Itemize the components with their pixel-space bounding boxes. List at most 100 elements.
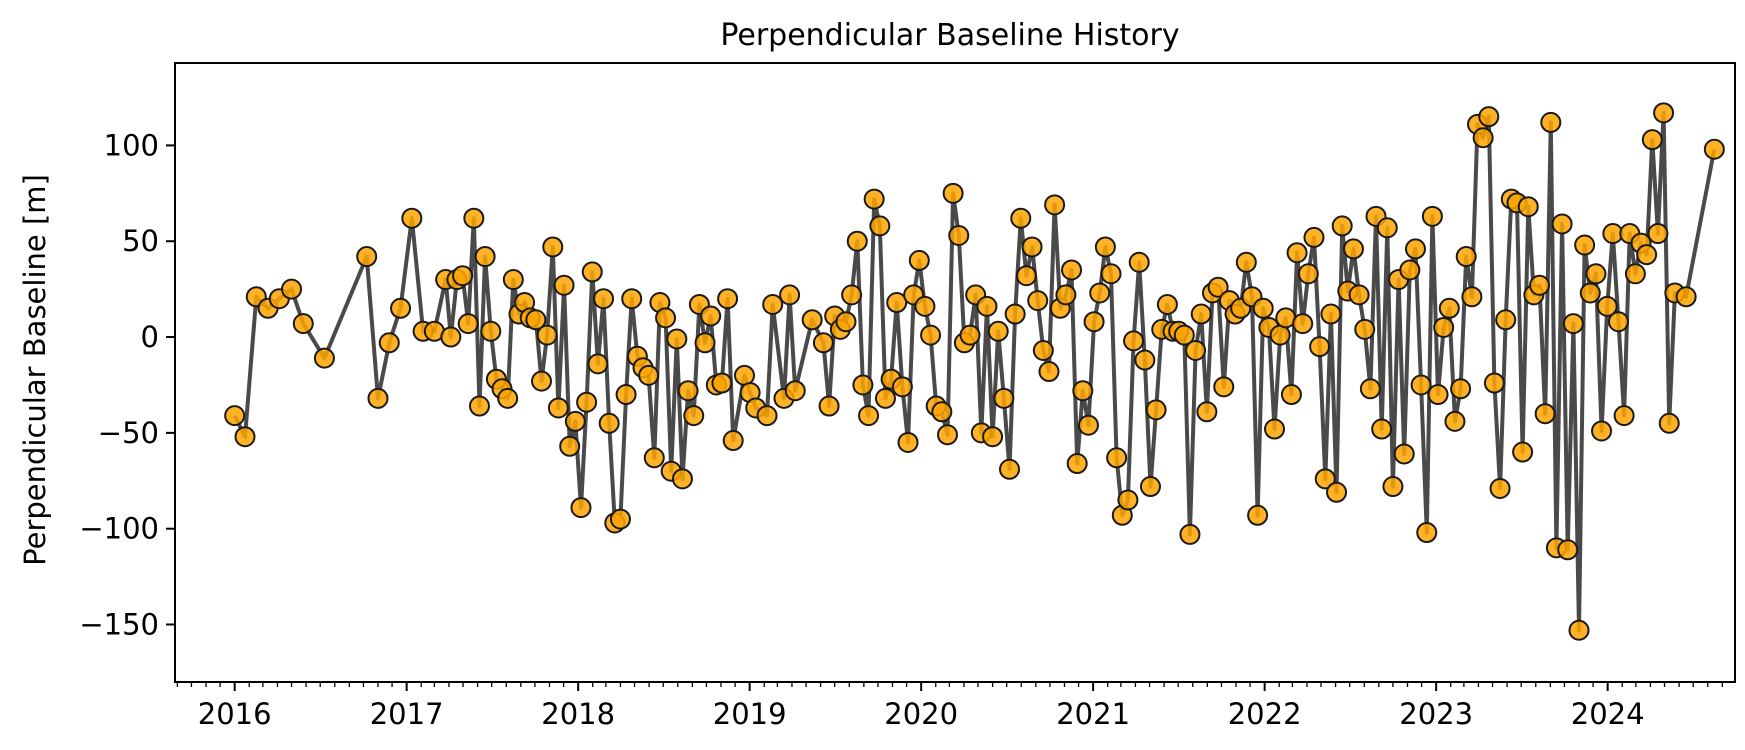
data-point — [1252, 297, 1274, 319]
data-point — [1173, 324, 1195, 346]
data-point — [852, 374, 874, 396]
data-point — [1450, 378, 1472, 400]
data-point — [452, 265, 474, 287]
data-point — [874, 387, 896, 409]
data-point — [1089, 282, 1111, 304]
data-point — [1286, 242, 1308, 264]
x-tick-label: 2024 — [1571, 697, 1645, 731]
data-point — [531, 370, 553, 392]
data-point — [621, 288, 643, 310]
data-point — [1021, 236, 1043, 258]
data-point — [914, 295, 936, 317]
y-axis: 100 50 0 −50 −100 −150 — [79, 128, 175, 642]
data-point — [717, 288, 739, 310]
plot-area-frame — [174, 62, 1736, 683]
data-point — [1128, 251, 1150, 273]
data-point — [891, 376, 913, 398]
x-tick-label: 2021 — [1056, 697, 1130, 731]
data-point — [1066, 453, 1088, 475]
data-point — [1331, 215, 1353, 237]
data-point — [570, 497, 592, 519]
data-point — [671, 468, 693, 490]
data-point — [666, 328, 688, 350]
data-point — [1156, 293, 1178, 315]
data-point — [1083, 311, 1105, 333]
y-tick-label: −100 — [79, 512, 159, 546]
data-point — [497, 387, 519, 409]
data-point — [576, 391, 598, 413]
data-point — [1624, 263, 1646, 285]
data-point — [677, 380, 699, 402]
data-point — [542, 236, 564, 258]
data-point — [1297, 263, 1319, 285]
y-tick-label: −50 — [98, 416, 159, 450]
data-point — [292, 313, 314, 335]
data-point — [1371, 418, 1393, 440]
data-point — [609, 508, 631, 530]
data-point — [1703, 138, 1725, 160]
data-point — [1483, 372, 1505, 394]
data-point — [655, 307, 677, 329]
data-point — [1591, 420, 1613, 442]
data-point — [694, 332, 716, 354]
data-point — [1568, 619, 1590, 641]
x-tick-label: 2016 — [198, 697, 272, 731]
data-point — [1348, 284, 1370, 306]
x-tick-label: 2017 — [370, 697, 444, 731]
data-point — [762, 293, 784, 315]
data-point — [1269, 324, 1291, 346]
data-point — [1179, 523, 1201, 545]
data-point — [1190, 303, 1212, 325]
data-point — [1574, 234, 1596, 256]
data-point — [733, 364, 755, 386]
data-point — [936, 424, 958, 446]
chart-title: Perpendicular Baseline History — [720, 18, 1179, 53]
data-point — [234, 426, 256, 448]
data-point — [1636, 244, 1658, 266]
data-point — [886, 292, 908, 314]
data-point — [812, 332, 834, 354]
data-point — [598, 412, 620, 434]
x-tick-label: 2020 — [884, 697, 958, 731]
data-point — [564, 410, 586, 432]
data-point — [869, 215, 891, 237]
data-point — [474, 246, 496, 268]
data-point — [1264, 418, 1286, 440]
data-point — [1134, 349, 1156, 371]
data-point — [1342, 238, 1364, 260]
data-point — [897, 431, 919, 453]
data-point — [1416, 522, 1438, 544]
data-point — [593, 288, 615, 310]
data-point — [1410, 374, 1432, 396]
data-point — [1404, 238, 1426, 260]
data-point — [525, 309, 547, 331]
data-point — [1438, 297, 1460, 319]
x-tick-label: 2022 — [1228, 697, 1302, 731]
data-point — [313, 347, 335, 369]
data-point — [818, 395, 840, 417]
data-point — [1489, 477, 1511, 499]
data-point — [1613, 405, 1635, 427]
x-tick-label: 2023 — [1399, 697, 1473, 731]
data-point — [801, 309, 823, 331]
data-point — [999, 458, 1021, 480]
data-point — [1032, 339, 1054, 361]
data-point — [1540, 111, 1562, 133]
data-point — [390, 297, 412, 319]
data-point — [1455, 246, 1477, 268]
data-point — [502, 269, 524, 291]
data-point — [367, 387, 389, 409]
data-point — [1399, 259, 1421, 281]
data-point — [1145, 399, 1167, 421]
data-point — [224, 405, 246, 427]
data-point — [1015, 265, 1037, 287]
data-point — [1309, 336, 1331, 358]
data-point — [942, 182, 964, 204]
data-point — [1557, 539, 1579, 561]
data-point — [1596, 295, 1618, 317]
data-point — [1320, 303, 1342, 325]
data-point — [863, 188, 885, 210]
data-point — [547, 397, 569, 419]
data-point — [1512, 441, 1534, 463]
